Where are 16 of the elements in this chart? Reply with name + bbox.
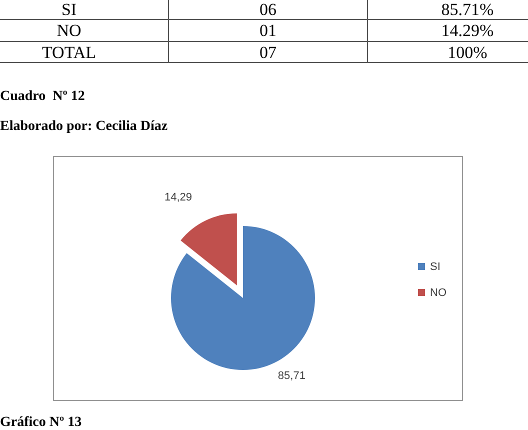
- legend-label: SI: [430, 260, 440, 272]
- text: 06: [169, 0, 368, 20]
- text: 100%: [368, 42, 528, 63]
- data-label: 85,71: [278, 370, 306, 382]
- text: Gráfico Nº 13: [0, 415, 82, 430]
- text: 07: [169, 42, 368, 63]
- text: SI: [0, 0, 169, 20]
- text: Cuadro Nº 12: [0, 89, 85, 105]
- text: NO: [0, 20, 169, 42]
- text: Elaborado por: Cecilia Díaz: [0, 119, 168, 135]
- text: 01: [169, 20, 368, 42]
- legend-label: NO: [430, 286, 446, 298]
- data-label: 14,29: [164, 192, 192, 204]
- text: 14.29%: [368, 20, 528, 42]
- text: 85.71%: [368, 0, 528, 20]
- text: TOTAL: [0, 42, 169, 63]
